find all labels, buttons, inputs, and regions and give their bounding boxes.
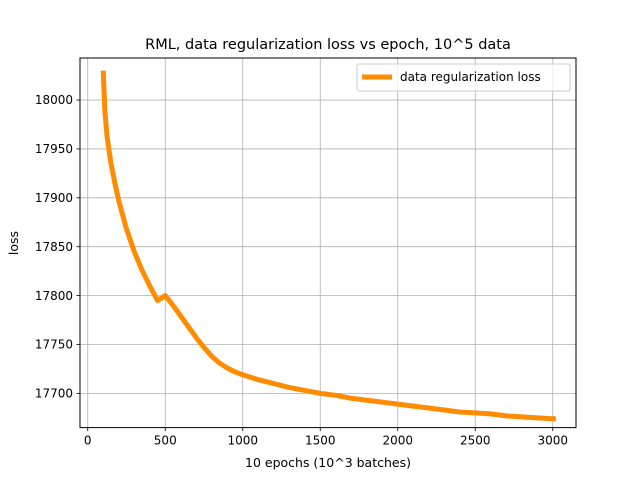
series-layer bbox=[100, 70, 556, 422]
x-tick-label: 2000 bbox=[382, 434, 413, 448]
y-tick-label: 17700 bbox=[35, 387, 73, 401]
x-axis-label: 10 epochs (10^3 batches) bbox=[245, 455, 411, 470]
legend-entry-label: data regularization loss bbox=[400, 70, 541, 84]
y-tick-label: 18000 bbox=[35, 93, 73, 107]
y-axis-ticks: 17700 17750 17800 17850 17900 17950 18000 bbox=[35, 93, 80, 401]
x-tick-label: 500 bbox=[154, 434, 177, 448]
x-tick-label: 2500 bbox=[460, 434, 491, 448]
y-tick-label: 17850 bbox=[35, 240, 73, 254]
y-tick-label: 17750 bbox=[35, 338, 73, 352]
y-axis-label: loss bbox=[6, 231, 21, 255]
x-tick-label: 0 bbox=[84, 434, 92, 448]
x-tick-label: 1000 bbox=[227, 434, 258, 448]
plot-area-frame bbox=[79, 57, 577, 429]
x-tick-label: 1500 bbox=[305, 434, 336, 448]
y-tick-label: 17900 bbox=[35, 191, 73, 205]
x-tick-label: 3000 bbox=[537, 434, 568, 448]
y-tick-label: 17950 bbox=[35, 142, 73, 156]
y-tick-label: 17800 bbox=[35, 289, 73, 303]
grid-lines bbox=[80, 58, 576, 428]
legend: data regularization loss bbox=[356, 63, 571, 92]
x-axis-ticks: 0 500 1000 1500 2000 2500 3000 bbox=[84, 427, 568, 448]
legend-box bbox=[356, 63, 571, 92]
series-line bbox=[100, 70, 556, 422]
chart-title: RML, data regularization loss vs epoch, … bbox=[145, 37, 511, 53]
